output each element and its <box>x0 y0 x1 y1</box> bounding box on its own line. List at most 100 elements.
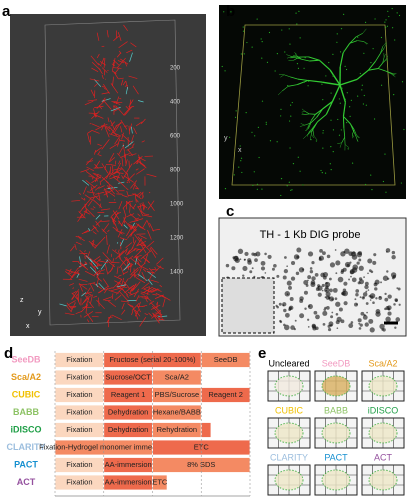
speck <box>322 147 324 149</box>
cell <box>307 325 310 328</box>
fiber <box>89 262 96 270</box>
cell <box>231 266 236 271</box>
speck <box>340 129 342 131</box>
dendrite <box>290 56 296 58</box>
fiber <box>159 310 163 320</box>
speck <box>332 74 334 76</box>
cell <box>307 279 309 282</box>
cell <box>324 306 327 310</box>
fiber <box>110 210 118 217</box>
fiber <box>118 41 128 49</box>
speck <box>256 188 258 190</box>
cell <box>382 275 389 281</box>
fiber <box>104 287 113 291</box>
fiber <box>88 301 94 308</box>
fiber <box>129 203 131 213</box>
cell <box>362 315 368 320</box>
stage-label: Fixation <box>66 460 92 469</box>
fiber <box>131 222 135 229</box>
dendrite <box>286 56 292 59</box>
speck <box>371 189 373 191</box>
speck <box>385 19 387 21</box>
fiber <box>96 299 105 310</box>
speck <box>302 184 304 186</box>
fiber <box>91 239 95 243</box>
cell <box>361 296 365 300</box>
fiber <box>76 293 79 296</box>
speck <box>238 166 240 168</box>
fiber <box>151 305 161 315</box>
cell <box>283 308 287 313</box>
dendrite <box>301 58 310 62</box>
fiber <box>75 236 82 238</box>
tissue <box>368 375 398 397</box>
cell <box>375 309 381 314</box>
cell <box>342 288 347 292</box>
cell <box>397 287 401 291</box>
fiber <box>80 169 89 173</box>
speck <box>315 140 318 142</box>
fiber <box>117 60 125 64</box>
fiber <box>137 305 141 313</box>
cell <box>311 276 316 281</box>
fiber <box>98 67 103 75</box>
cell <box>365 302 369 305</box>
speck <box>362 103 364 105</box>
fiber <box>148 312 153 317</box>
speck <box>223 11 225 13</box>
panel-b-image <box>219 5 406 199</box>
speck <box>384 153 386 155</box>
cell <box>356 261 360 265</box>
fiber <box>108 157 116 163</box>
fiber <box>72 287 75 290</box>
fiber <box>150 246 158 255</box>
stage-label: Dehydration <box>108 425 148 434</box>
fiber <box>135 121 143 127</box>
speck <box>246 41 248 44</box>
fiber <box>131 240 137 250</box>
dendrite <box>349 36 357 44</box>
fiber <box>114 67 120 75</box>
fiber <box>117 228 123 238</box>
cell <box>278 302 282 306</box>
fiber <box>147 200 155 210</box>
fiber <box>90 55 100 66</box>
depth-label: 800 <box>170 168 181 174</box>
neuron <box>221 7 405 197</box>
method-name: SeeDB <box>11 354 41 364</box>
fiber <box>120 126 123 133</box>
speck <box>290 104 292 106</box>
speck <box>254 135 256 137</box>
fiber <box>98 282 105 290</box>
fiber <box>100 208 111 211</box>
stage-label: Hexane/BABB <box>153 407 201 416</box>
fiber <box>146 270 156 278</box>
speck <box>221 65 223 68</box>
method-name: BABB <box>13 407 39 417</box>
speck <box>240 160 242 162</box>
speck <box>297 67 300 69</box>
cell <box>386 270 389 273</box>
fiber <box>106 29 109 38</box>
dendrite <box>312 121 318 129</box>
fiber <box>137 191 142 196</box>
fiber <box>115 284 127 295</box>
fiber <box>125 86 128 95</box>
speck <box>240 157 243 159</box>
fiber <box>66 305 72 313</box>
fiber <box>134 234 141 243</box>
fiber <box>98 192 101 201</box>
cell <box>303 280 309 285</box>
fiber <box>108 289 119 294</box>
fiber <box>94 270 101 276</box>
dendrite <box>288 84 298 87</box>
speck <box>296 63 299 65</box>
cell <box>247 258 252 263</box>
fiber <box>102 252 112 263</box>
panel-letter: e <box>258 345 266 362</box>
box-outline <box>231 24 396 186</box>
fiber <box>93 79 102 87</box>
speck <box>322 99 324 101</box>
cell <box>322 251 326 256</box>
fiber <box>107 186 118 189</box>
